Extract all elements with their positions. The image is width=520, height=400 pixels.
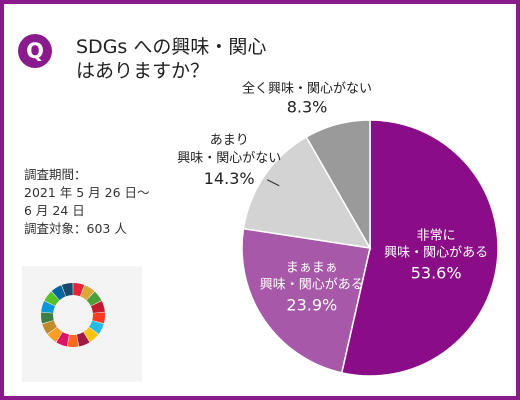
sdg-wheel-segment [76,332,90,347]
sdg-wheel-segment [86,291,102,306]
sdg-wheel-segment [51,285,66,301]
slice-1-label-line1: 非常に [417,228,456,243]
pie-slices [241,119,499,377]
pie-slice-3 [242,135,372,249]
question-title-line2: はありますか？ [76,60,210,82]
sdg-wheel-segment [73,283,85,297]
pie-labels: 非常に興味・関心がある53.6%まぁまぁ興味・関心がある23.9%あまり興味・関… [177,80,488,314]
slice-1-value: 53.6% [411,263,462,282]
pie-slice-1 [340,119,499,377]
slice-3-label-line2: 興味・関心がない [177,151,281,166]
pie-slice-2 [241,227,371,374]
sdg-wheel-segment [41,301,56,313]
sdg-wheel-segment [92,312,105,324]
slice-3-label-line1: あまり [210,133,249,148]
survey-respondents: 調査対象：603 人 [24,221,127,236]
sdg-wheel-segment [44,291,60,306]
survey-period-end: 6 月 24 日 [24,203,85,218]
sdg-wheel-segment [67,334,79,347]
slice-4-label-line1: 全く興味・関心がない [242,80,372,96]
slice-2-label-line1: まぁまぁ [286,261,338,276]
sdg-wheel-segment [90,301,105,313]
slice-2-label-line2: 興味・関心がある [260,278,364,293]
sdg-wheel-segment [83,327,99,343]
slice-3-leader-line [266,179,280,187]
sdg-wheel-segment [56,332,70,347]
survey-period-start: 2021 年 5 月 26 日〜 [24,185,150,200]
slice-3-value: 14.3% [204,169,255,188]
question-title-line1: SDGs への興味・関心 [76,36,267,58]
question-badge: Q [18,34,52,68]
slice-4-value: 8.3% [287,97,328,116]
sdg-wheel-segment [89,320,104,335]
sdg-wheel-segment [41,312,54,324]
sdg-wheel-segment [47,327,63,343]
slice-2-value: 23.9% [286,296,337,315]
slice-1-label-line2: 興味・関心がある [384,245,488,260]
pie-slice-4 [305,119,371,251]
sdg-wheel-logo [41,283,105,347]
survey-period-label: 調査期間： [24,167,87,182]
sdg-wheel-segment [42,320,57,335]
sdg-wheel-segment [80,285,95,301]
sdg-wheel-segment [61,283,73,297]
